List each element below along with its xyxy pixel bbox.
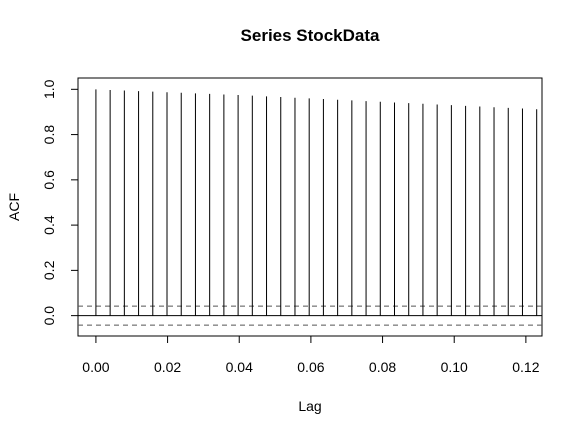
y-axis: 0.0 0.2 0.4 0.6 0.8 1.0 (41, 79, 79, 326)
y-tick-label: 0.2 (41, 260, 57, 280)
x-tick-label: 0.04 (226, 359, 253, 375)
y-tick-label: 0.8 (41, 125, 57, 145)
x-tick-label: 0.10 (441, 359, 468, 375)
y-tick-label: 1.0 (41, 79, 57, 99)
y-tick-label: 0.4 (41, 215, 57, 235)
acf-bars (95, 89, 538, 316)
y-tick-label: 0.0 (41, 306, 57, 326)
x-tick-label: 0.02 (154, 359, 181, 375)
x-tick-label: 0.06 (297, 359, 324, 375)
x-tick-label: 0.08 (369, 359, 396, 375)
x-axis: 0.00 0.02 0.04 0.06 0.08 0.10 0.12 (82, 335, 540, 375)
plot-frame (77, 77, 543, 337)
x-tick-label: 0.12 (512, 359, 539, 375)
x-axis-label: Lag (298, 398, 321, 414)
y-axis-label: ACF (6, 193, 22, 221)
chart-title: Series StockData (241, 26, 380, 45)
x-tick-label: 0.00 (82, 359, 109, 375)
y-tick-label: 0.6 (41, 170, 57, 190)
